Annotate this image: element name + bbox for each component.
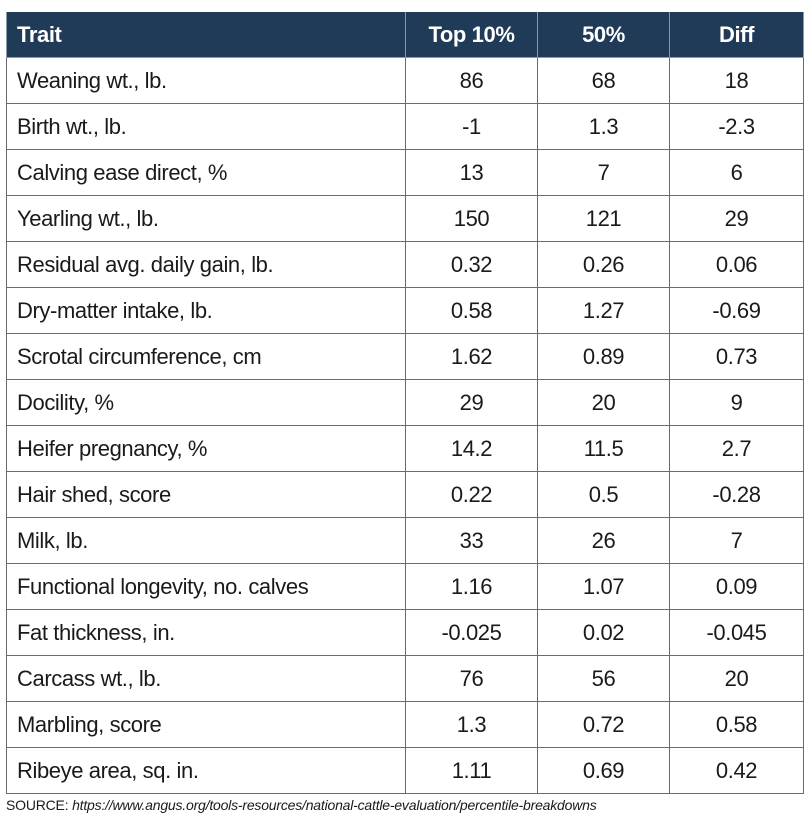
value-cell: 0.58: [669, 701, 804, 748]
value-cell: 2.7: [669, 425, 804, 472]
value-cell: 1.62: [405, 333, 538, 380]
value-cell: 6: [669, 149, 804, 196]
value-cell: 20: [669, 655, 804, 702]
source-url: https://www.angus.org/tools-resources/na…: [72, 797, 597, 813]
table-row: Carcass wt., lb. 76 56 20: [6, 655, 804, 702]
trait-cell: Birth wt., lb.: [6, 103, 406, 150]
trait-cell: Marbling, score: [6, 701, 406, 748]
value-cell: 0.58: [405, 287, 538, 334]
value-cell: 0.72: [537, 701, 670, 748]
table-row: Yearling wt., lb. 150 121 29: [6, 195, 804, 242]
table-row: Dry-matter intake, lb. 0.58 1.27 -0.69: [6, 287, 804, 334]
trait-cell: Fat thickness, in.: [6, 609, 406, 656]
table-row: Fat thickness, in. -0.025 0.02 -0.045: [6, 609, 804, 656]
value-cell: 7: [537, 149, 670, 196]
value-cell: 1.16: [405, 563, 538, 610]
trait-cell: Yearling wt., lb.: [6, 195, 406, 242]
value-cell: 9: [669, 379, 804, 426]
trait-cell: Residual avg. daily gain, lb.: [6, 241, 406, 288]
table-row: Heifer pregnancy, % 14.2 11.5 2.7: [6, 425, 804, 472]
column-header: Diff: [669, 12, 804, 58]
value-cell: -0.025: [405, 609, 538, 656]
value-cell: 26: [537, 517, 670, 564]
value-cell: 0.5: [537, 471, 670, 518]
table-row: Hair shed, score 0.22 0.5 -0.28: [6, 471, 804, 518]
trait-cell: Hair shed, score: [6, 471, 406, 518]
value-cell: 68: [537, 57, 670, 104]
value-cell: 0.06: [669, 241, 804, 288]
value-cell: -0.28: [669, 471, 804, 518]
table-body: Weaning wt., lb. 86 68 18 Birth wt., lb. -1 1.…: [6, 57, 804, 794]
value-cell: 76: [405, 655, 538, 702]
source-note: SOURCE: https://www.angus.org/tools-reso…: [6, 797, 597, 813]
value-cell: 11.5: [537, 425, 670, 472]
value-cell: -2.3: [669, 103, 804, 150]
value-cell: -0.045: [669, 609, 804, 656]
value-cell: 1.3: [537, 103, 670, 150]
value-cell: 56: [537, 655, 670, 702]
trait-cell: Functional longevity, no. calves: [6, 563, 406, 610]
source-label: SOURCE:: [6, 797, 69, 813]
value-cell: -1: [405, 103, 538, 150]
table-row: Ribeye area, sq. in. 1.11 0.69 0.42: [6, 747, 804, 794]
value-cell: 0.22: [405, 471, 538, 518]
column-header: Trait: [6, 12, 406, 58]
trait-cell: Weaning wt., lb.: [6, 57, 406, 104]
table-head: Trait Top 10% 50% Diff: [6, 12, 804, 58]
column-header: Top 10%: [405, 12, 538, 58]
trait-cell: Dry-matter intake, lb.: [6, 287, 406, 334]
table-row: Marbling, score 1.3 0.72 0.58: [6, 701, 804, 748]
table-wrapper: Trait Top 10% 50% Diff Weaning wt., lb. 86 68…: [6, 12, 804, 794]
trait-cell: Milk, lb.: [6, 517, 406, 564]
value-cell: 0.73: [669, 333, 804, 380]
value-cell: 20: [537, 379, 670, 426]
value-cell: 0.42: [669, 747, 804, 794]
trait-cell: Heifer pregnancy, %: [6, 425, 406, 472]
value-cell: 1.11: [405, 747, 538, 794]
trait-cell: Scrotal circumference, cm: [6, 333, 406, 380]
value-cell: 0.26: [537, 241, 670, 288]
value-cell: 0.89: [537, 333, 670, 380]
value-cell: 121: [537, 195, 670, 242]
trait-cell: Ribeye area, sq. in.: [6, 747, 406, 794]
table-row: Scrotal circumference, cm 1.62 0.89 0.73: [6, 333, 804, 380]
table-row: Functional longevity, no. calves 1.16 1.07…: [6, 563, 804, 610]
value-cell: 7: [669, 517, 804, 564]
table-row: Weaning wt., lb. 86 68 18: [6, 57, 804, 104]
value-cell: 1.07: [537, 563, 670, 610]
value-cell: 33: [405, 517, 538, 564]
value-cell: 18: [669, 57, 804, 104]
value-cell: 1.3: [405, 701, 538, 748]
trait-table: Trait Top 10% 50% Diff Weaning wt., lb. 86 68…: [6, 12, 804, 794]
trait-cell: Carcass wt., lb.: [6, 655, 406, 702]
table-row: Milk, lb. 33 26 7: [6, 517, 804, 564]
value-cell: 0.02: [537, 609, 670, 656]
column-header: 50%: [537, 12, 670, 58]
value-cell: 150: [405, 195, 538, 242]
trait-cell: Docility, %: [6, 379, 406, 426]
value-cell: 1.27: [537, 287, 670, 334]
trait-cell: Calving ease direct, %: [6, 149, 406, 196]
table-row: Docility, % 29 20 9: [6, 379, 804, 426]
table-row: Birth wt., lb. -1 1.3 -2.3: [6, 103, 804, 150]
value-cell: 0.09: [669, 563, 804, 610]
table-row: Calving ease direct, % 13 7 6: [6, 149, 804, 196]
value-cell: -0.69: [669, 287, 804, 334]
value-cell: 29: [405, 379, 538, 426]
header-row: Trait Top 10% 50% Diff: [6, 12, 804, 58]
value-cell: 13: [405, 149, 538, 196]
value-cell: 14.2: [405, 425, 538, 472]
table-row: Residual avg. daily gain, lb. 0.32 0.26 0.0…: [6, 241, 804, 288]
value-cell: 0.32: [405, 241, 538, 288]
value-cell: 86: [405, 57, 538, 104]
value-cell: 0.69: [537, 747, 670, 794]
value-cell: 29: [669, 195, 804, 242]
